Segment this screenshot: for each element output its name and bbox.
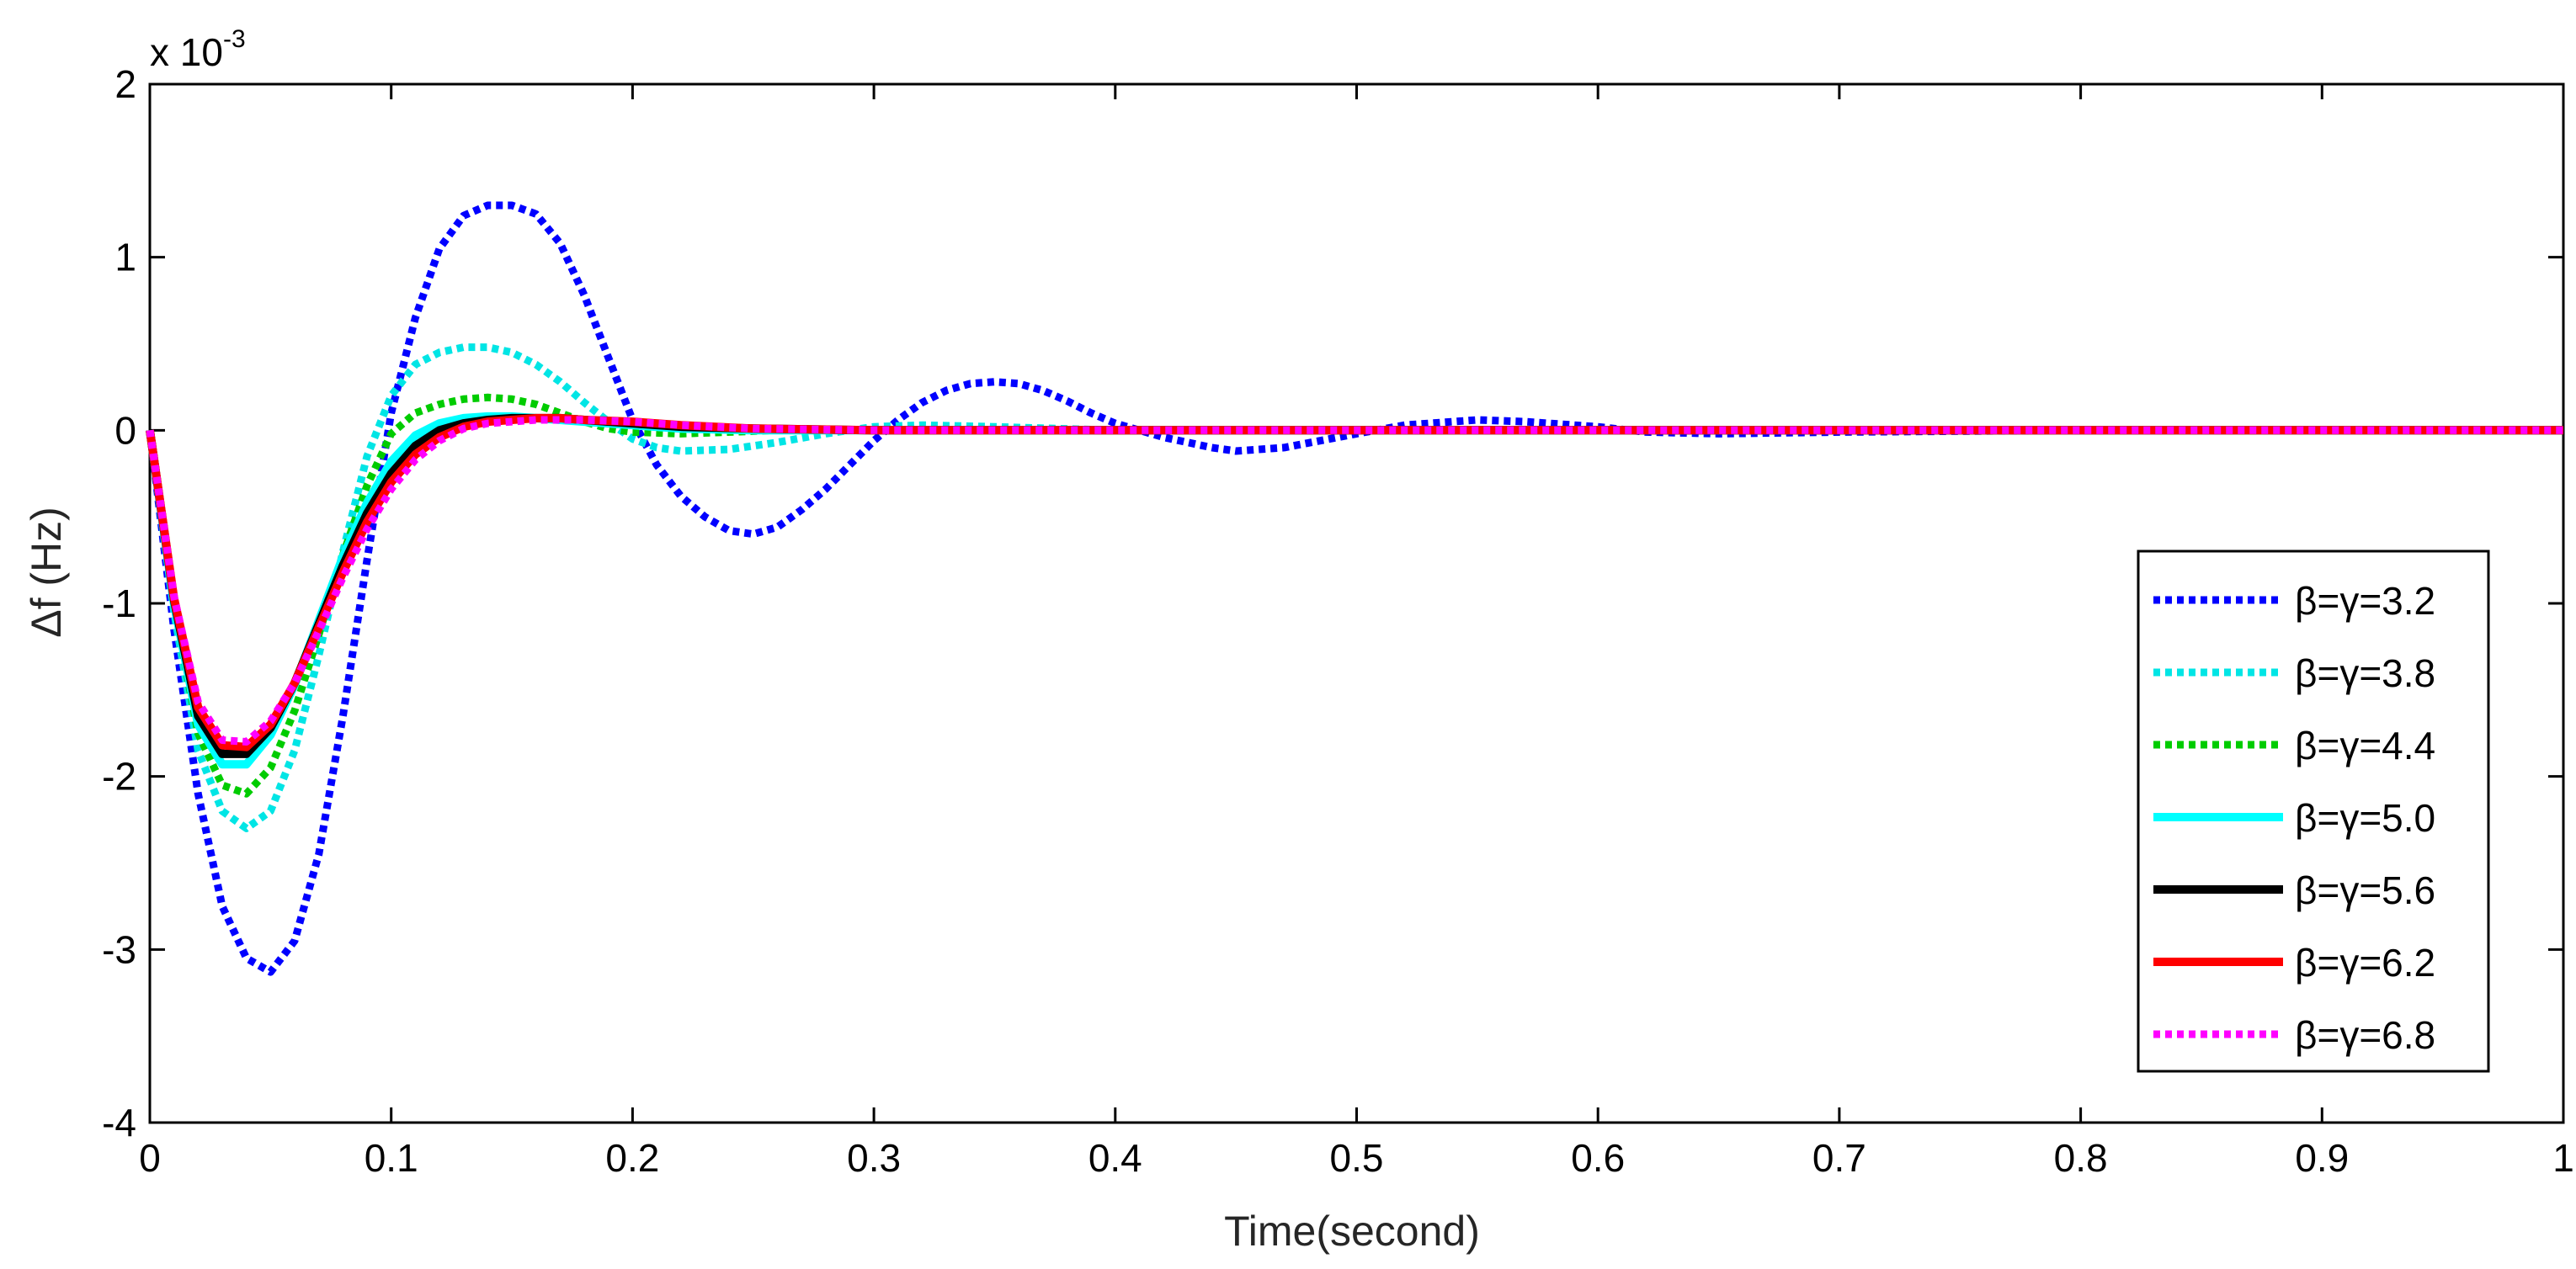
y-tick-label: -4 — [102, 1101, 136, 1144]
series-line-1 — [146, 201, 2563, 976]
series-lines — [146, 201, 2563, 976]
tick-marks — [148, 82, 2565, 1124]
y-tick-label: 0 — [114, 408, 136, 452]
series-line-2 — [146, 343, 2563, 832]
series-line-7 — [146, 416, 2563, 746]
y-tick-label: 1 — [114, 236, 136, 279]
x-tick-label: 0.6 — [1571, 1136, 1625, 1180]
x-tick-label: 0.9 — [2295, 1136, 2349, 1180]
x-axis-title: Time(second) — [1224, 1208, 1480, 1255]
legend: β=γ=3.2 β=γ=3.8 β=γ=4.4 β=γ=5.0 β=γ=5.6 β=γ=6… — [2137, 550, 2490, 1073]
legend-label-2: β=γ=3.8 — [2295, 651, 2435, 695]
x-tick-label: 0.5 — [1330, 1136, 1384, 1180]
y-multiplier: x 10-3 — [150, 25, 246, 74]
legend-label-4: β=γ=5.0 — [2295, 796, 2435, 840]
x-tick-label: 0.7 — [1812, 1136, 1866, 1180]
y-multiplier-base: x 10 — [150, 30, 223, 74]
y-tick-label: -2 — [102, 755, 136, 799]
y-axis-title: Δf (Hz) — [23, 507, 70, 638]
legend-box — [2137, 550, 2490, 1073]
legend-label-3: β=γ=4.4 — [2295, 724, 2435, 767]
y-multiplier-exponent: -3 — [223, 25, 246, 53]
x-tick-label: 1 — [2552, 1136, 2574, 1180]
y-tick-label: 2 — [114, 62, 136, 106]
x-tick-label: 0.8 — [2054, 1136, 2108, 1180]
x-tick-label: 0.1 — [365, 1136, 418, 1180]
legend-label-6: β=γ=6.2 — [2295, 941, 2435, 985]
x-tick-label: 0.3 — [847, 1136, 901, 1180]
y-tick-label: -1 — [102, 581, 136, 625]
tick-labels: 0 0.1 0.2 0.3 0.4 0.5 0.6 0.7 0.8 0.9 1 -4 -3 -2 -1 0 1 2 — [102, 62, 2574, 1180]
x-tick-label: 0 — [139, 1136, 161, 1180]
x-tick-label: 0.4 — [1088, 1136, 1142, 1180]
legend-label-5: β=γ=5.6 — [2295, 868, 2435, 912]
legend-label-1: β=γ=3.2 — [2295, 579, 2435, 623]
legend-label-7: β=γ=6.8 — [2295, 1013, 2435, 1057]
x-tick-label: 0.2 — [605, 1136, 659, 1180]
y-tick-label: -3 — [102, 927, 136, 971]
